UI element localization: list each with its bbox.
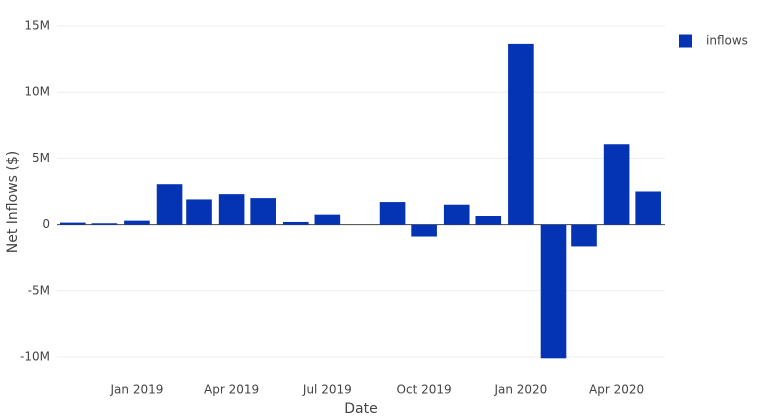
x-tick-label: Oct 2019 [397, 383, 452, 397]
bar [443, 204, 470, 225]
bar [540, 224, 567, 359]
bar [411, 224, 437, 237]
y-tick-label: 5M [32, 151, 50, 165]
bar [156, 184, 183, 225]
bar [314, 214, 341, 225]
y-tick-label: -5M [28, 283, 50, 297]
bar [571, 224, 597, 247]
y-tick-label: 10M [24, 85, 50, 99]
bar [635, 191, 661, 225]
x-axis-title: Date [344, 401, 377, 417]
y-tick-label: 0 [42, 217, 50, 231]
bar [59, 222, 86, 225]
y-tick-label: -10M [20, 349, 50, 363]
x-tick-label: Jan 2020 [493, 383, 547, 397]
x-tick-label: Apr 2019 [204, 383, 259, 397]
bar [603, 144, 630, 225]
bar [379, 202, 406, 225]
bar [124, 220, 150, 225]
x-tick-label: Apr 2020 [589, 383, 644, 397]
bar [218, 194, 245, 225]
bar [475, 215, 502, 225]
y-axis-title: Net Inflows ($) [5, 151, 21, 253]
legend-swatch [679, 34, 692, 48]
x-tick-label: Jan 2019 [110, 383, 164, 397]
legend-label: inflows [706, 34, 748, 48]
bar [250, 198, 276, 225]
x-tick-label: Jul 2019 [302, 383, 352, 397]
bar [186, 199, 212, 225]
bar [282, 221, 309, 225]
bar [91, 223, 118, 225]
y-tick-label: 15M [24, 19, 50, 33]
bar [508, 43, 534, 225]
